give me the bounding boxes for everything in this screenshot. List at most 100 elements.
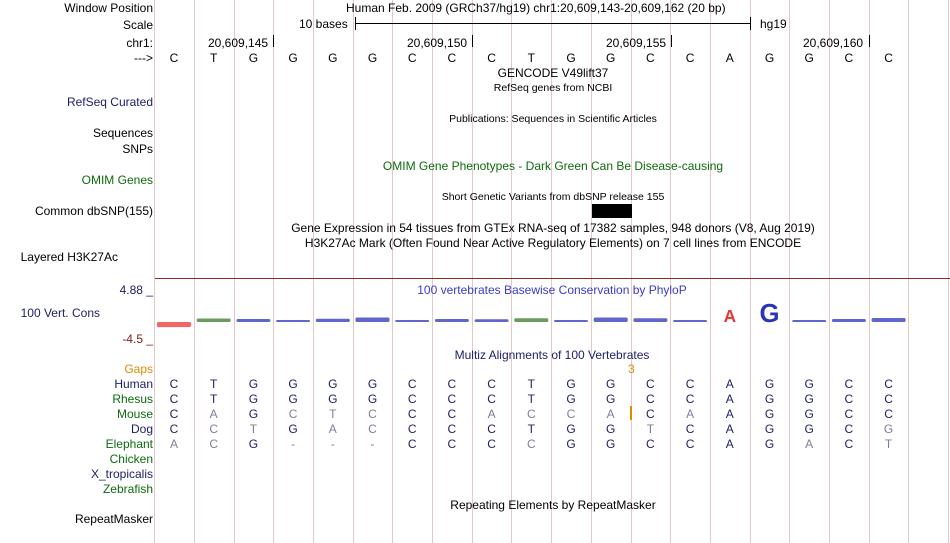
phylop-track-title: 100 vertebrates Basewise Conservation by… — [417, 283, 687, 297]
conservation-logo-letter: A — [724, 306, 736, 326]
species-label-chicken[interactable]: Chicken — [109, 452, 153, 466]
publications-title: Publications: Sequences in Scientific Ar… — [449, 113, 657, 125]
reference-base: G — [367, 51, 378, 65]
aligned-base-human: C — [169, 377, 179, 391]
aligned-base-dog: G — [566, 422, 576, 436]
aligned-base-mouse: A — [686, 407, 695, 421]
species-label-mouse[interactable]: Mouse — [116, 407, 153, 421]
aligned-base-dog: G — [883, 422, 894, 436]
aligned-base-human: G — [606, 377, 616, 391]
common-dbsnp-label[interactable]: Common dbSNP(155) — [34, 204, 153, 218]
aligned-base-human: G — [804, 377, 814, 391]
aligned-base-dog: A — [328, 422, 337, 436]
species-label-dog[interactable]: Dog — [130, 422, 153, 436]
gencode-track-title[interactable]: GENCODE V49lift37 — [497, 66, 609, 80]
aligned-base-rhesus: C — [487, 392, 496, 406]
conservation-bar — [514, 318, 549, 322]
aligned-base-elephant: - — [330, 437, 335, 451]
mouse-insertion-marker — [630, 406, 632, 420]
reference-base: A — [725, 51, 734, 65]
aligned-base-rhesus: C — [169, 392, 179, 406]
aligned-base-elephant: C — [209, 437, 219, 451]
refseq-curated-label[interactable]: RefSeq Curated — [66, 95, 153, 109]
aligned-base-human: C — [646, 377, 655, 391]
reference-base: C — [646, 51, 655, 65]
aligned-base-elephant: - — [370, 437, 375, 451]
repeatmasker-label[interactable]: RepeatMasker — [74, 512, 153, 526]
layered-h3k27ac-label[interactable]: Layered H3K27Ac — [20, 250, 118, 264]
window-position-text[interactable]: Human Feb. 2009 (GRCh37/hg19) chr1:20,60… — [346, 1, 726, 15]
gridline — [312, 0, 314, 543]
species-label-x-tropicalis[interactable]: X_tropicalis — [90, 467, 153, 481]
aligned-base-mouse: A — [725, 407, 734, 421]
gridline — [908, 0, 910, 543]
aligned-base-mouse: C — [368, 407, 377, 421]
omim-genes-label[interactable]: OMIM Genes — [81, 173, 153, 187]
gridline — [193, 0, 195, 543]
aligned-base-rhesus: C — [844, 392, 854, 406]
aligned-base-human: C — [844, 377, 854, 391]
window-position-label: Window Position — [64, 1, 153, 15]
h3k27ac-track-title: H3K27Ac Mark (Often Found Near Active Re… — [304, 236, 802, 250]
conservation-bar — [236, 318, 271, 322]
gridline — [670, 0, 672, 543]
aligned-base-mouse: C — [447, 407, 457, 421]
reference-base: G — [764, 51, 775, 65]
aligned-base-dog: A — [725, 422, 734, 436]
aligned-base-rhesus: G — [367, 392, 378, 406]
gridline — [432, 0, 434, 543]
repeatmasker-track-title: Repeating Elements by RepeatMasker — [450, 498, 656, 512]
strand-arrow-label: ---> — [134, 51, 153, 65]
conservation-bar — [593, 317, 628, 322]
conservation-bar — [673, 320, 708, 322]
conservation-bar — [355, 317, 390, 322]
snps-label[interactable]: SNPs — [122, 142, 153, 156]
conservation-bar — [474, 319, 509, 322]
aligned-base-elephant: G — [606, 437, 616, 451]
aligned-base-elephant: C — [685, 437, 695, 451]
aligned-base-elephant: C — [447, 437, 457, 451]
gridline — [829, 0, 831, 543]
aligned-base-mouse: C — [844, 407, 854, 421]
gridline — [233, 0, 235, 543]
species-label-elephant[interactable]: Elephant — [105, 437, 153, 451]
conservation-bar — [395, 320, 430, 322]
aligned-base-elephant: A — [725, 437, 734, 451]
gap-count-marker: 3 — [628, 362, 635, 376]
gridline — [352, 0, 354, 543]
gridline — [709, 0, 711, 543]
aligned-base-rhesus: C — [884, 392, 893, 406]
aligned-base-mouse: G — [248, 407, 259, 421]
aligned-base-human: C — [884, 377, 893, 391]
conservation-track-label[interactable]: 100 Vert. Cons — [20, 306, 100, 320]
chr-label: chr1: — [126, 36, 153, 50]
aligned-base-rhesus: G — [606, 392, 616, 406]
gridline — [154, 0, 156, 543]
coord-tick-3 — [671, 35, 672, 47]
aligned-base-rhesus: G — [566, 392, 576, 406]
gridline — [471, 0, 473, 543]
coord-4: 20,609,160 — [803, 36, 864, 50]
aligned-base-dog: G — [804, 422, 814, 436]
aligned-base-dog: T — [249, 422, 258, 436]
sequences-label[interactable]: Sequences — [92, 126, 153, 140]
aligned-base-dog: C — [447, 422, 457, 436]
conservation-max-label: 4.88 _ — [119, 283, 153, 297]
species-label-human[interactable]: Human — [114, 377, 153, 391]
species-label-zebrafish[interactable]: Zebrafish — [102, 482, 153, 496]
aligned-base-human: A — [725, 377, 734, 391]
conservation-bar — [315, 318, 350, 322]
aligned-base-rhesus: C — [447, 392, 457, 406]
snp-feature-block[interactable] — [592, 204, 632, 218]
aligned-base-mouse: A — [209, 407, 218, 421]
gridline — [789, 0, 791, 543]
species-label-rhesus[interactable]: Rhesus — [112, 392, 153, 406]
reference-base: C — [685, 51, 695, 65]
conservation-bar — [157, 322, 191, 328]
aligned-base-elephant: G — [764, 437, 775, 451]
aligned-base-elephant: - — [291, 437, 296, 451]
scale-bases-text: 10 bases — [299, 17, 348, 31]
gtex-track-title: Gene Expression in 54 tissues from GTEx … — [291, 221, 815, 235]
aligned-base-mouse: A — [487, 407, 496, 421]
